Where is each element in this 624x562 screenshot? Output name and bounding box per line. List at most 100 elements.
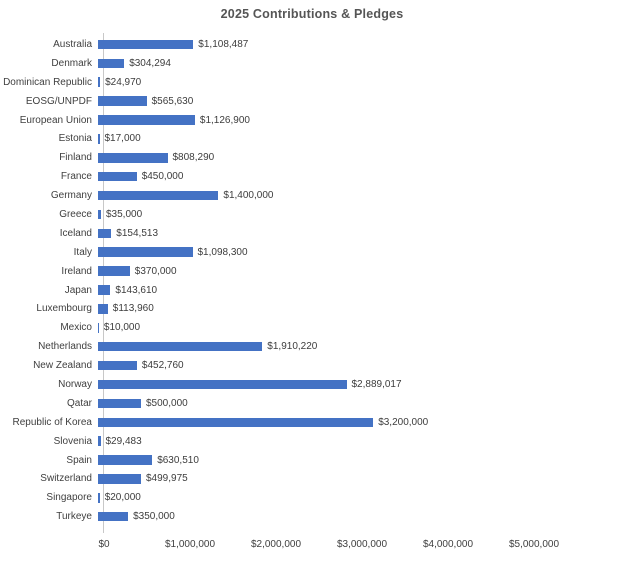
- category-label: Luxembourg: [36, 303, 92, 315]
- bar: [98, 171, 137, 182]
- category-label: Switzerland: [40, 473, 92, 485]
- bar-zone: $630,510: [98, 455, 528, 466]
- bar: [98, 360, 137, 371]
- chart-row: Germany $1,400,000: [0, 186, 624, 205]
- bar: [98, 96, 147, 106]
- value-label: $808,290: [172, 152, 215, 164]
- chart-row: Greece $35,000: [0, 205, 624, 224]
- chart-row: Estonia $17,000: [0, 129, 624, 148]
- chart-row: New Zealand $452,760: [0, 356, 624, 375]
- bar-zone: $450,000: [98, 171, 528, 182]
- value-label: $1,098,300: [197, 246, 248, 258]
- category-label: Republic of Korea: [12, 416, 93, 428]
- bar: [98, 474, 141, 484]
- bar: [98, 436, 101, 446]
- bar-zone: $499,975: [98, 473, 528, 484]
- category-label: Denmark: [51, 57, 92, 69]
- chart-row: Japan $143,610: [0, 281, 624, 300]
- bar: [98, 115, 195, 125]
- category-label: European Union: [19, 114, 92, 126]
- bar: [98, 398, 141, 409]
- category-label: Mexico: [60, 322, 92, 334]
- category-label: Iceland: [59, 227, 92, 239]
- bar-zone: $1,098,300: [98, 247, 528, 258]
- bar-zone: $29,483: [98, 436, 528, 447]
- bar: [98, 209, 101, 220]
- category-label: Japan: [64, 284, 92, 296]
- chart-row: Iceland $154,513: [0, 224, 624, 243]
- chart-row: Dominican Republic $24,970: [0, 73, 624, 92]
- bars-container: Australia $1,108,487 Denmark $304,294 Domini…: [0, 35, 624, 526]
- bar: [98, 379, 347, 390]
- bar-zone: $1,126,900: [98, 115, 528, 126]
- bar-zone: $17,000: [98, 133, 528, 144]
- chart-row: Italy $1,098,300: [0, 243, 624, 262]
- chart-row: EOSG/UNPDF $565,630: [0, 92, 624, 111]
- chart-row: Luxembourg $113,960: [0, 299, 624, 318]
- value-label: $1,108,487: [198, 38, 249, 50]
- value-label: $452,760: [141, 360, 184, 372]
- bar-zone: $808,290: [98, 152, 528, 163]
- bar: [98, 153, 168, 163]
- chart-title: 2025 Contributions & Pledges: [220, 7, 404, 21]
- category-label: New Zealand: [33, 360, 92, 372]
- chart-row: Spain $630,510: [0, 451, 624, 470]
- y-axis-line: [103, 33, 104, 533]
- x-axis-tick-label: $0: [98, 539, 110, 550]
- category-label: Estonia: [58, 133, 92, 145]
- value-label: $143,610: [115, 284, 158, 296]
- x-axis-tick-label: $3,000,000: [336, 539, 388, 550]
- bar-zone: $3,200,000: [98, 417, 528, 428]
- bar: [98, 266, 130, 276]
- bar: [98, 77, 101, 87]
- category-label: Qatar: [66, 397, 92, 409]
- value-label: $304,294: [129, 57, 171, 69]
- category-label: Spain: [66, 454, 92, 466]
- bar-zone: $350,000: [98, 511, 528, 522]
- category-label: Dominican Republic: [3, 76, 92, 88]
- value-label: $20,000: [104, 492, 141, 504]
- chart-row: European Union $1,126,900: [0, 111, 624, 130]
- chart-row: Mexico $10,000: [0, 318, 624, 337]
- bar-zone: $35,000: [98, 209, 528, 220]
- bar: [98, 190, 219, 201]
- value-label: $1,910,220: [267, 341, 318, 353]
- bar: [98, 511, 129, 522]
- bar-zone: $10,000: [98, 322, 528, 333]
- bar: [98, 247, 193, 257]
- value-label: $1,400,000: [223, 190, 274, 202]
- chart-row: Australia $1,108,487: [0, 35, 624, 54]
- bar-zone: $24,970: [98, 77, 528, 88]
- bar: [98, 341, 263, 352]
- chart-row: Norway $2,889,017: [0, 375, 624, 394]
- x-axis: $0 $1,000,000 $2,000,000 $3,000,000 $4,000,0…: [98, 539, 559, 553]
- x-axis-tick-label: $1,000,000: [164, 539, 216, 550]
- bar-zone: $370,000: [98, 266, 528, 277]
- value-label: $499,975: [146, 473, 188, 485]
- category-label: Slovenia: [53, 435, 92, 447]
- category-label: Germany: [50, 190, 92, 202]
- value-label: $17,000: [104, 133, 141, 145]
- bar: [98, 417, 374, 427]
- chart-row: Denmark $304,294: [0, 54, 624, 73]
- value-label: $1,126,900: [199, 114, 250, 126]
- bar-zone: $113,960: [98, 303, 528, 314]
- value-label: $450,000: [141, 171, 184, 183]
- bar-zone: $452,760: [98, 360, 528, 371]
- chart-row: Slovenia $29,483: [0, 432, 624, 451]
- bar-zone: $500,000: [98, 398, 528, 409]
- chart-row: Turkeye $350,000: [0, 507, 624, 526]
- x-axis-tick-label: $4,000,000: [422, 539, 474, 550]
- category-label: Singapore: [46, 492, 92, 504]
- bar: [98, 304, 108, 314]
- bar-zone: $1,108,487: [98, 39, 528, 50]
- category-label: Australia: [53, 38, 92, 50]
- bar: [98, 285, 111, 295]
- category-label: France: [60, 171, 92, 183]
- bar-zone: $565,630: [98, 96, 528, 107]
- value-label: $370,000: [134, 265, 177, 277]
- bar: [98, 134, 100, 144]
- bar: [98, 323, 99, 333]
- bar: [98, 39, 194, 50]
